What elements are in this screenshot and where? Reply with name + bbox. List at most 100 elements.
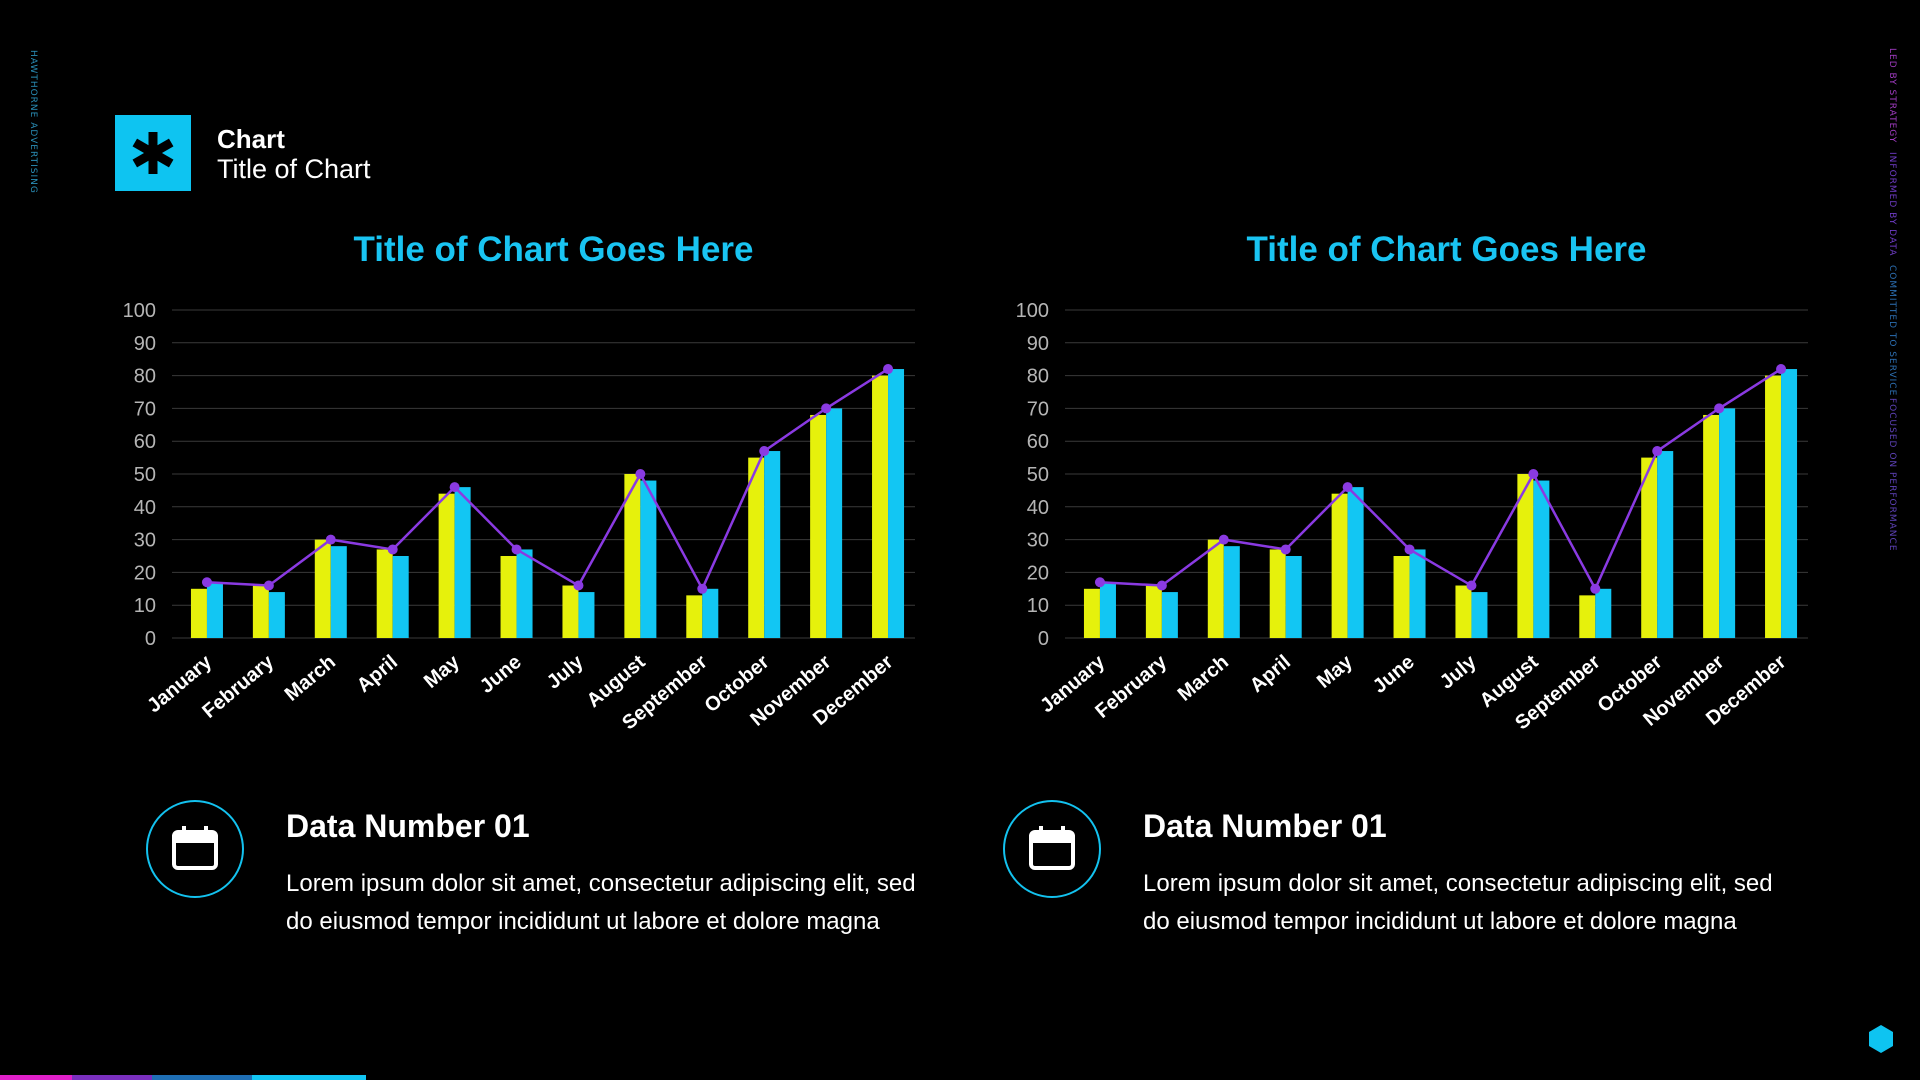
trend-point-august bbox=[1528, 469, 1539, 479]
bar-april-s2 bbox=[1285, 556, 1302, 638]
bar-february-s2 bbox=[1161, 592, 1178, 638]
y-tick-label: 20 bbox=[134, 562, 156, 584]
y-tick-label: 90 bbox=[134, 333, 156, 355]
bar-may-s2 bbox=[454, 487, 471, 638]
hexagon-icon bbox=[1869, 1025, 1893, 1053]
x-tick-label: April bbox=[1246, 651, 1295, 697]
bar-october-s1 bbox=[1641, 457, 1658, 638]
bar-july-s1 bbox=[1455, 585, 1472, 638]
y-tick-label: 60 bbox=[1027, 431, 1049, 453]
y-tick-label: 60 bbox=[134, 431, 156, 453]
trend-point-april bbox=[387, 544, 398, 555]
chart-left: Title of Chart Goes Here 0 10 20 30 40 50 60 70 8… bbox=[123, 230, 915, 734]
bar-december-s2 bbox=[1781, 369, 1798, 638]
bar-october-s1 bbox=[748, 457, 765, 638]
trend-point-march bbox=[1218, 534, 1229, 545]
trend-point-may bbox=[1342, 482, 1353, 493]
trend-line bbox=[206, 367, 889, 592]
info-heading: Data Number 01 bbox=[286, 808, 530, 844]
bar-march-s1 bbox=[1207, 539, 1224, 638]
trend-point-june bbox=[1404, 544, 1415, 555]
trend-point-october bbox=[759, 446, 770, 457]
side-brand-text: HAWTHORNE ADVERTISING bbox=[28, 50, 38, 194]
bar-december-s1 bbox=[1765, 375, 1782, 638]
bar-june-s1 bbox=[1393, 556, 1410, 638]
bar-january-s1 bbox=[190, 588, 207, 638]
bar-november-s1 bbox=[1703, 414, 1720, 638]
x-tick-label: April bbox=[353, 651, 402, 697]
x-tick-label: May bbox=[420, 650, 465, 692]
x-tick-label: March bbox=[281, 651, 340, 706]
trend-point-june bbox=[511, 544, 522, 555]
strip-segment bbox=[0, 1075, 72, 1080]
bar-august-s1 bbox=[1517, 474, 1534, 638]
bar-april-s2 bbox=[392, 556, 409, 638]
strip-segment bbox=[152, 1075, 252, 1080]
info-body: Lorem ipsum dolor sit amet, consectetur … bbox=[1143, 870, 1773, 935]
bar-march-s2 bbox=[330, 546, 347, 638]
y-tick-label: 0 bbox=[145, 628, 156, 650]
y-tick-label: 100 bbox=[1016, 300, 1049, 322]
bar-february-s2 bbox=[268, 592, 285, 638]
x-tick-label: June bbox=[476, 651, 526, 698]
y-tick-label: 50 bbox=[134, 464, 156, 486]
bar-april-s1 bbox=[376, 549, 393, 638]
y-tick-label: 80 bbox=[1027, 366, 1049, 388]
bar-april-s1 bbox=[1269, 549, 1286, 638]
trend-point-march bbox=[325, 534, 336, 545]
y-tick-label: 10 bbox=[134, 595, 156, 617]
header-badge bbox=[115, 115, 191, 191]
bar-november-s2 bbox=[826, 408, 843, 638]
calendar-icon bbox=[146, 800, 244, 898]
side-tagline-1: LED BY STRATEGY bbox=[1887, 48, 1897, 144]
bar-june-s1 bbox=[500, 556, 517, 638]
trend-point-february bbox=[263, 580, 274, 591]
trend-point-january bbox=[201, 577, 212, 588]
bar-september-s2 bbox=[1595, 588, 1612, 638]
page-title: Chart bbox=[217, 124, 285, 154]
x-tick-label: May bbox=[1313, 650, 1358, 692]
trend-point-july bbox=[573, 580, 584, 591]
bar-february-s1 bbox=[1145, 585, 1162, 638]
trend-point-april bbox=[1280, 544, 1291, 555]
bar-march-s1 bbox=[314, 539, 331, 638]
bar-october-s2 bbox=[764, 451, 781, 638]
chart-right: Title of Chart Goes Here 0 10 20 30 40 50 60 70 8… bbox=[1016, 230, 1808, 734]
trend-point-january bbox=[1094, 577, 1105, 588]
trend-point-may bbox=[449, 482, 460, 493]
side-tagline-3: COMMITTED TO SERVICE bbox=[1887, 265, 1897, 397]
chart-title: Title of Chart Goes Here bbox=[353, 230, 753, 269]
bar-december-s1 bbox=[872, 375, 889, 638]
bar-july-s2 bbox=[1471, 592, 1488, 638]
y-tick-label: 0 bbox=[1038, 628, 1049, 650]
y-tick-label: 50 bbox=[1027, 464, 1049, 486]
bar-january-s2 bbox=[1099, 582, 1116, 638]
info-body: Lorem ipsum dolor sit amet, consectetur … bbox=[286, 870, 916, 935]
bar-december-s2 bbox=[888, 369, 905, 638]
x-tick-label: March bbox=[1174, 651, 1233, 706]
bar-may-s1 bbox=[1331, 493, 1348, 638]
bar-september-s2 bbox=[702, 588, 719, 638]
strip-segment bbox=[252, 1075, 366, 1080]
bar-march-s2 bbox=[1223, 546, 1240, 638]
y-tick-label: 90 bbox=[1027, 333, 1049, 355]
trend-point-october bbox=[1652, 446, 1663, 457]
side-tagline-2: INFORMED BY DATA bbox=[1887, 152, 1897, 257]
bar-september-s1 bbox=[1579, 595, 1596, 638]
bar-august-s2 bbox=[640, 480, 657, 638]
trend-point-november bbox=[821, 403, 832, 414]
trend-point-september bbox=[1590, 583, 1601, 594]
y-tick-label: 40 bbox=[134, 497, 156, 519]
bar-october-s2 bbox=[1657, 451, 1674, 638]
y-tick-label: 10 bbox=[1027, 595, 1049, 617]
bar-july-s2 bbox=[578, 592, 595, 638]
trend-point-november bbox=[1714, 403, 1725, 414]
asterisk-icon bbox=[132, 132, 174, 174]
bar-november-s1 bbox=[810, 414, 827, 638]
x-tick-label: July bbox=[543, 650, 588, 693]
y-tick-label: 70 bbox=[1027, 398, 1049, 420]
info-heading: Data Number 01 bbox=[1143, 808, 1387, 844]
calendar-icon bbox=[1003, 800, 1101, 898]
trend-point-december bbox=[1776, 364, 1787, 375]
side-tagline-4: FOCUSED ON PERFORMANCE bbox=[1887, 398, 1897, 552]
